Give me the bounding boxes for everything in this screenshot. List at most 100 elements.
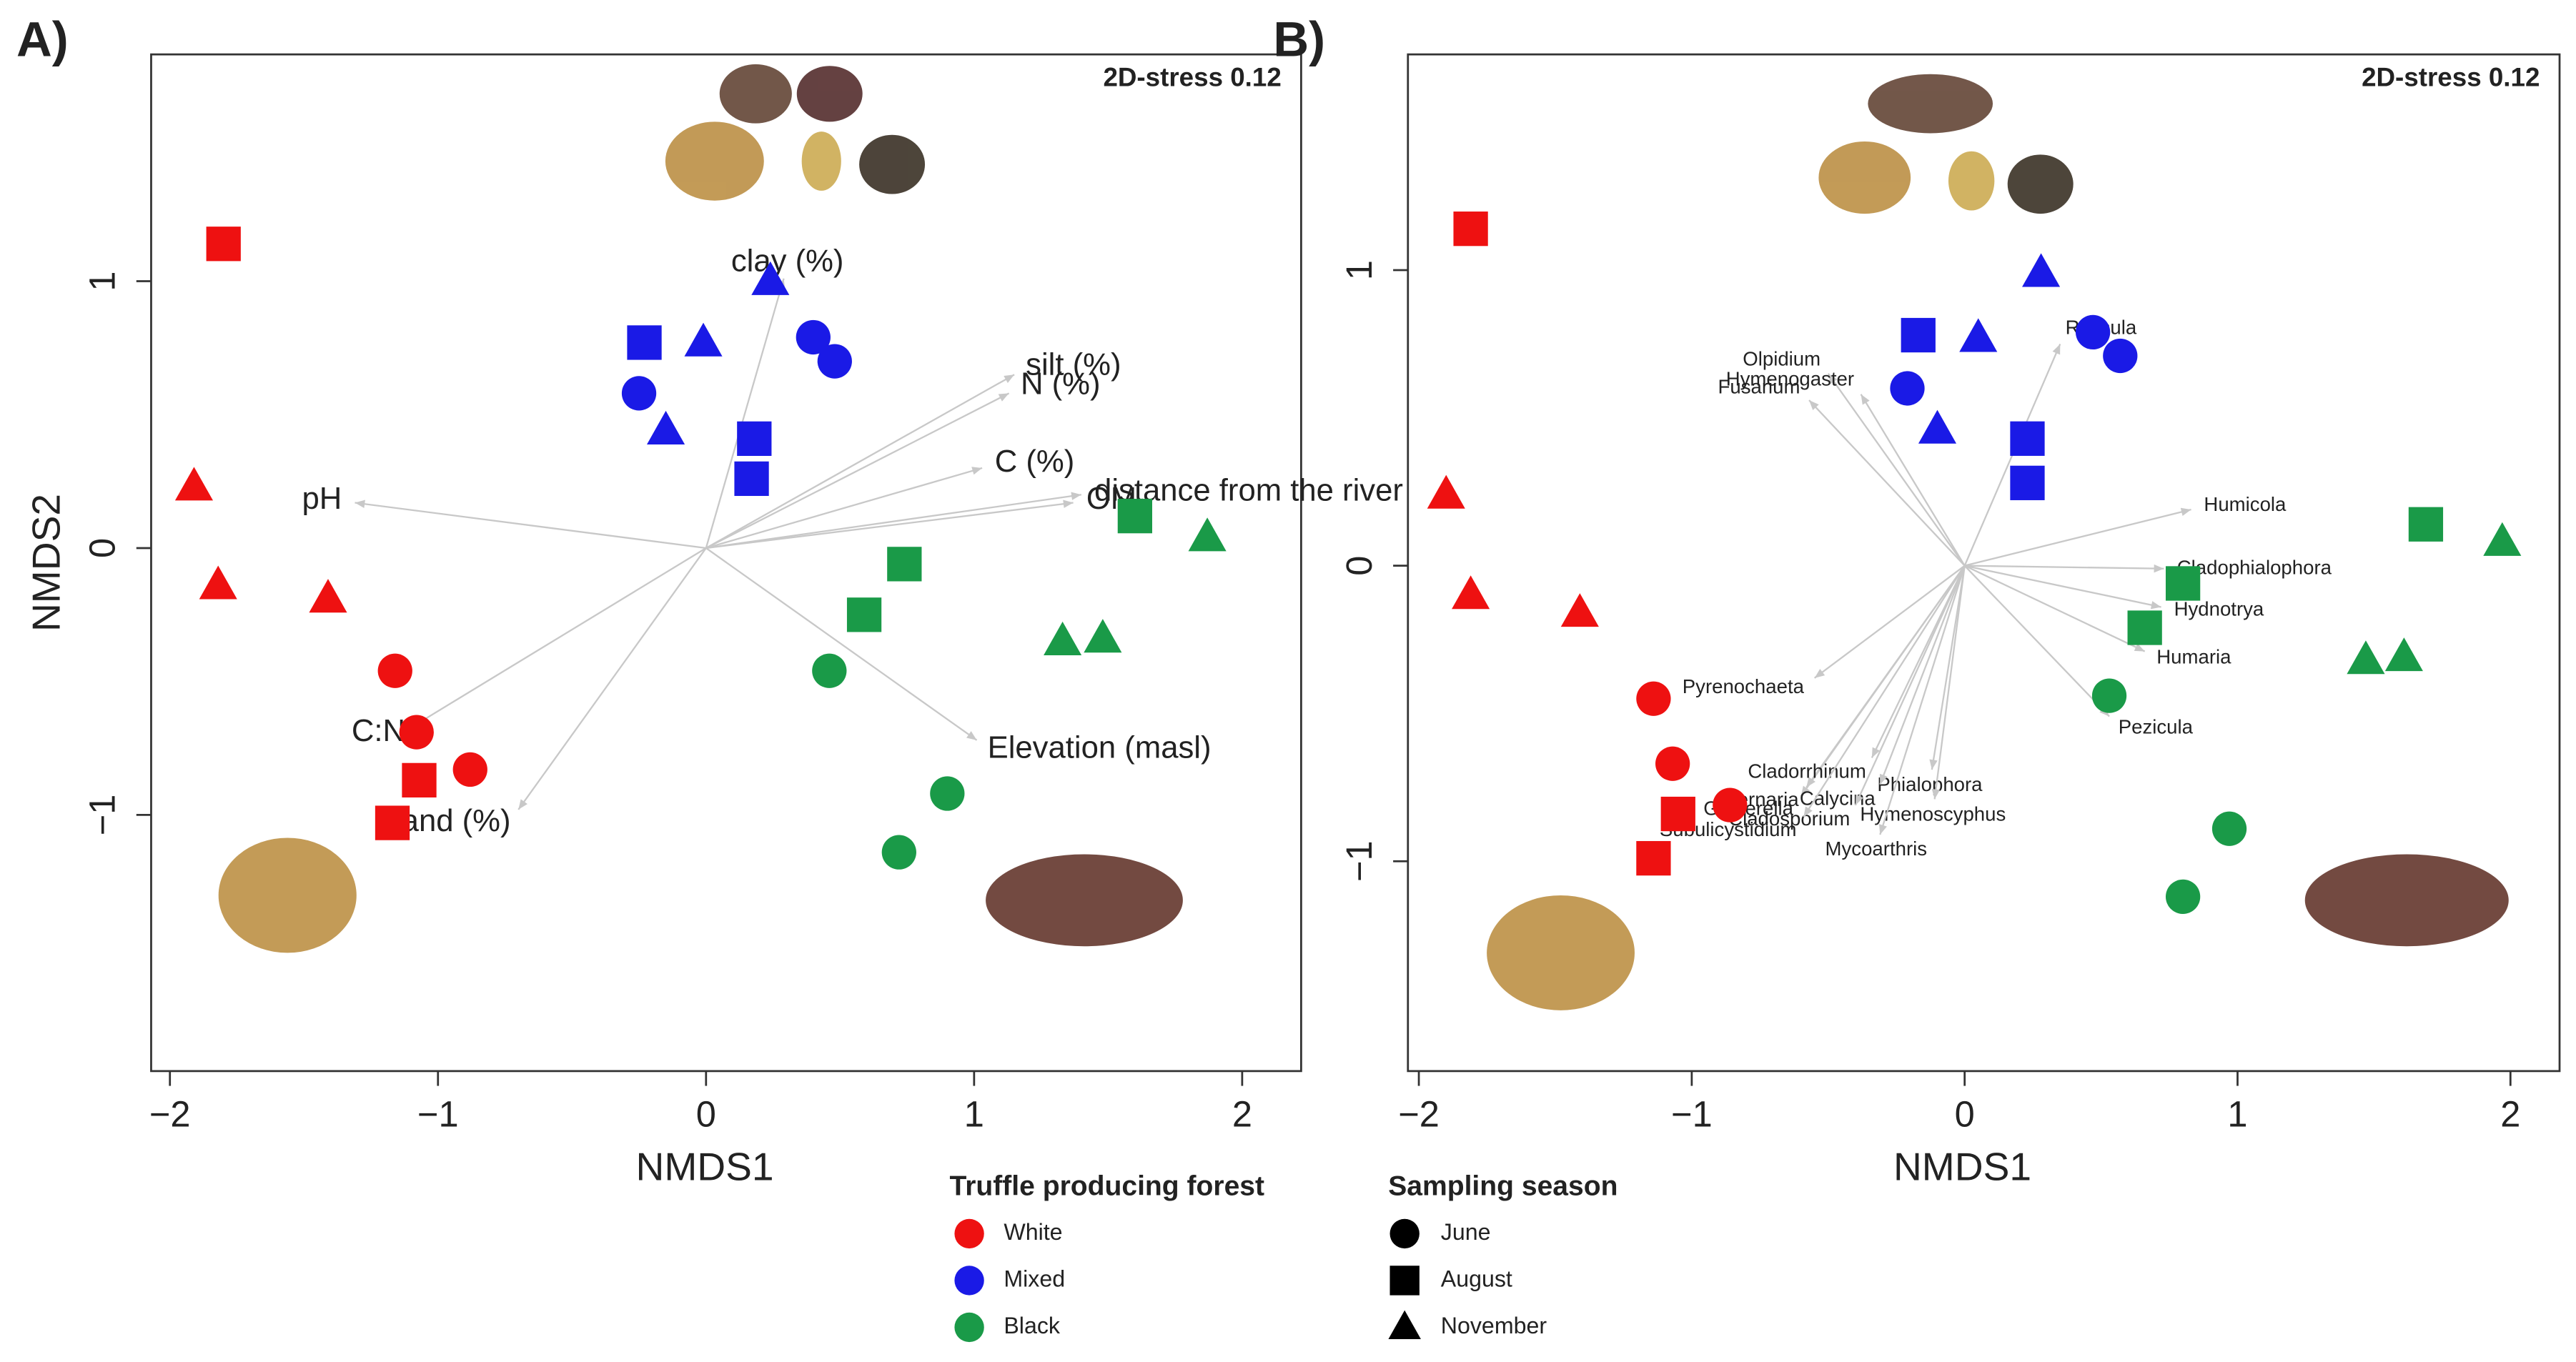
vector-head [1861, 394, 1870, 405]
vector [705, 467, 983, 550]
vector [517, 547, 707, 810]
point [206, 227, 241, 262]
vector [355, 502, 706, 550]
x-tick-label: 2 [1232, 1094, 1252, 1135]
legend-label: White [1004, 1219, 1062, 1245]
vector-label: Mycoarthris [1826, 837, 1928, 860]
vector-head [355, 499, 365, 508]
point [1660, 796, 1695, 832]
vector-label: Humicola [2204, 493, 2287, 515]
panel-label: A) [16, 11, 69, 66]
x-axis-title: NMDS1 [1893, 1144, 2031, 1188]
point [2010, 465, 2045, 500]
plot-frame [150, 53, 1302, 1073]
point [1713, 787, 1748, 822]
vector-label: Olpidium [1743, 347, 1820, 369]
vector-head [998, 393, 1009, 402]
vector-label: C:N [352, 713, 405, 748]
plot-frame [1407, 53, 2561, 1073]
legend-label: August [1441, 1266, 1512, 1291]
point [1188, 517, 1227, 552]
point [817, 344, 852, 379]
legend-label: June [1441, 1219, 1491, 1245]
vector-head [2052, 344, 2061, 355]
point [1959, 318, 1998, 352]
point [2127, 610, 2162, 645]
vector-head [1879, 773, 1888, 785]
x-tick-label: 2 [2500, 1094, 2520, 1135]
vector-label: Cladosporium [1728, 807, 1850, 830]
y-tick-label: 0 [1339, 556, 1379, 576]
vector [1803, 565, 1966, 817]
vector [1805, 565, 1966, 788]
vector-label: silt (%) [1026, 347, 1121, 382]
point [1084, 619, 1122, 653]
legend-marker [1389, 1266, 1420, 1296]
point [1655, 746, 1690, 781]
point [1453, 212, 1488, 247]
point [1427, 474, 1465, 509]
vector-head [1855, 794, 1863, 805]
point [2483, 522, 2522, 556]
point [1890, 371, 1925, 406]
legend-title: Truffle producing forest [950, 1170, 1265, 1201]
vector-head [1809, 400, 1819, 411]
x-tick-label: −1 [1671, 1094, 1713, 1135]
point [1636, 681, 1671, 716]
x-tick-label: 1 [2227, 1094, 2247, 1135]
vector-head [1878, 824, 1887, 835]
x-tick-label: 0 [696, 1094, 716, 1135]
x-tick-label: −1 [417, 1094, 459, 1135]
vector-label: Hymenogaster [1726, 367, 1854, 389]
legend-label: Mixed [1004, 1266, 1065, 1291]
point [621, 376, 657, 411]
point [2347, 640, 2385, 675]
vector-head [971, 467, 983, 475]
point [377, 653, 412, 688]
point [2010, 421, 2045, 456]
legend-marker [1389, 1218, 1420, 1249]
point [2211, 811, 2247, 846]
vector [705, 374, 1015, 549]
vector-head [2180, 507, 2191, 516]
point [1901, 317, 1936, 353]
vector [705, 494, 1082, 550]
point [684, 322, 723, 357]
vector-head [2154, 564, 2164, 573]
point [2075, 314, 2111, 350]
x-tick-label: −2 [149, 1094, 191, 1135]
y-tick-label: 1 [81, 271, 122, 291]
vector [1827, 373, 1966, 567]
vector-head [1871, 747, 1881, 758]
x-tick-label: 1 [964, 1094, 984, 1135]
point [2165, 566, 2201, 601]
vector-label: Pyrenochaeta [1683, 675, 1805, 697]
y-tick-label: 0 [81, 538, 122, 558]
point [1636, 840, 1671, 876]
vector-label: C (%) [995, 444, 1075, 479]
vector-label: Calycina [1800, 787, 1876, 809]
vector-head [1803, 806, 1813, 817]
vector [1964, 565, 2164, 570]
legend-label: Black [1004, 1313, 1061, 1338]
vector [1964, 565, 2161, 608]
vector-label: Phialophora [1877, 773, 1983, 795]
point [2022, 253, 2061, 287]
point [2103, 338, 2138, 374]
point [930, 776, 965, 811]
point [402, 762, 437, 797]
annotation: 2D-stress 0.12 [2362, 62, 2540, 91]
point [2165, 879, 2201, 915]
point [309, 579, 347, 613]
vector-label: Cladophialophora [2177, 556, 2332, 578]
point [646, 410, 685, 444]
legend-marker [954, 1218, 984, 1249]
vector [1854, 565, 1966, 806]
vector-head [2150, 601, 2161, 610]
vector-head [1806, 777, 1815, 787]
vector-head [518, 799, 527, 810]
vector [705, 502, 1074, 550]
point [452, 752, 487, 787]
vector-label: Elevation (masl) [988, 730, 1212, 765]
